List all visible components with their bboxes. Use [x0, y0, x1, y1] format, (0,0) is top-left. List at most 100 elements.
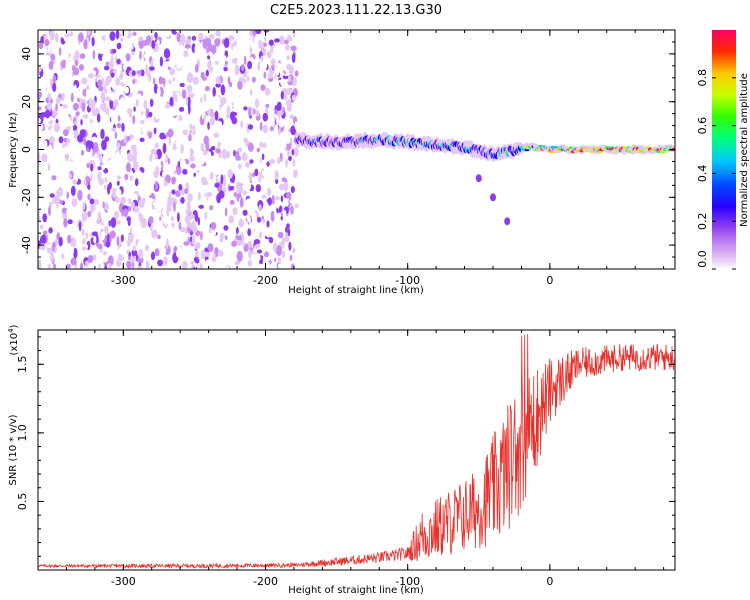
noise-speck	[92, 190, 99, 199]
noise-speck	[154, 32, 158, 39]
noise-speck	[335, 68, 338, 76]
noise-speck	[214, 60, 219, 65]
noise-speck	[107, 233, 110, 245]
noise-speck	[200, 230, 203, 241]
noise-speck	[85, 232, 89, 240]
noise-speck	[188, 148, 194, 157]
noise-speck	[326, 87, 329, 95]
noise-speck	[118, 84, 122, 92]
noise-speck	[108, 263, 112, 269]
noise-speck	[88, 224, 93, 231]
noise-speck	[193, 94, 199, 103]
noise-speck	[277, 157, 281, 164]
noise-speck	[61, 253, 64, 260]
noise-speck	[223, 78, 230, 84]
noise-speck	[280, 90, 284, 100]
noise-speck	[307, 211, 310, 218]
noise-speck	[121, 164, 127, 172]
noise-speck	[321, 95, 324, 99]
noise-speck	[125, 231, 129, 238]
noise-speck	[108, 181, 112, 190]
noise-speck	[78, 32, 84, 43]
noise-speck	[320, 199, 323, 204]
noise-speck	[169, 68, 176, 76]
noise-speck	[211, 256, 217, 263]
noise-speck	[164, 244, 171, 256]
noise-speck	[39, 243, 46, 251]
svg-text:(x104): (x104)	[7, 324, 20, 355]
noise-speck	[57, 38, 61, 48]
noise-speck	[194, 43, 200, 55]
noise-speck	[108, 146, 113, 153]
noise-speck	[125, 181, 129, 192]
noise-speck	[51, 96, 55, 106]
noise-speck	[380, 36, 383, 41]
noise-speck	[207, 151, 212, 160]
noise-speck	[262, 170, 266, 177]
noise-speck	[140, 119, 145, 125]
noise-speck	[294, 30, 299, 40]
noise-speck	[109, 230, 116, 239]
noise-speck	[107, 165, 114, 173]
noise-speck	[259, 256, 263, 262]
noise-speck	[42, 230, 48, 235]
noise-speck	[221, 139, 227, 146]
noise-speck	[217, 250, 224, 257]
noise-speck	[118, 246, 125, 255]
colorbar-tick-label: 0.4	[696, 165, 709, 183]
noise-speck	[98, 257, 103, 263]
noise-speck	[220, 30, 227, 39]
noise-speck	[168, 79, 172, 85]
noise-speck	[174, 93, 178, 103]
noise-speck	[49, 30, 55, 41]
noise-speck	[132, 223, 137, 231]
noise-speck	[263, 244, 266, 254]
noise-speck	[252, 43, 255, 48]
noise-speck	[43, 140, 48, 150]
noise-speck	[116, 220, 121, 225]
noise-speck	[330, 153, 333, 156]
noise-speck	[178, 115, 183, 121]
noise-speck	[125, 53, 131, 62]
colorbar: 0.0 0.2 0.4 0.6 0.8 Normalized spectral ampl…	[696, 30, 750, 270]
noise-speck	[186, 72, 194, 83]
noise-speck	[48, 43, 51, 54]
noise-speck	[345, 192, 348, 200]
noise-speck	[148, 72, 152, 83]
noise-speck	[309, 235, 312, 242]
noise-speck	[251, 76, 256, 83]
noise-speck	[116, 122, 122, 129]
noise-speck	[77, 189, 83, 201]
snr-panel: -300 -200 -100 0 0.5 1.0 1.5 Height of straig…	[7, 324, 676, 596]
noise-speck	[97, 243, 103, 250]
noise-speck	[182, 124, 186, 130]
noise-speck	[298, 236, 301, 241]
noise-speck	[72, 179, 78, 185]
noise-speck	[151, 229, 158, 239]
noise-speck	[135, 98, 139, 107]
noise-speck	[205, 141, 210, 152]
spectrogram-y-label: Frequency (Hz)	[8, 112, 19, 188]
noise-speck	[236, 226, 239, 235]
noise-speck	[204, 85, 211, 92]
noise-speck	[111, 127, 117, 132]
noise-speck	[185, 38, 191, 45]
noise-speck	[106, 140, 111, 149]
noise-speck	[193, 144, 199, 151]
noise-speck	[206, 191, 213, 198]
noise-speck	[93, 236, 97, 244]
noise-speck	[367, 184, 370, 191]
noise-speck	[85, 260, 89, 267]
noise-speck	[264, 87, 271, 96]
noise-speck	[208, 209, 215, 218]
noise-speck	[314, 189, 317, 198]
noise-speck	[183, 147, 190, 157]
noise-speck	[156, 129, 159, 141]
noise-speck	[49, 60, 54, 66]
colorbar-tick-label: 0.2	[696, 212, 709, 230]
noise-speck	[81, 237, 86, 245]
noise-speck	[246, 75, 250, 82]
noise-speck	[241, 259, 245, 265]
noise-speck	[332, 170, 335, 175]
noise-speck	[151, 204, 155, 210]
